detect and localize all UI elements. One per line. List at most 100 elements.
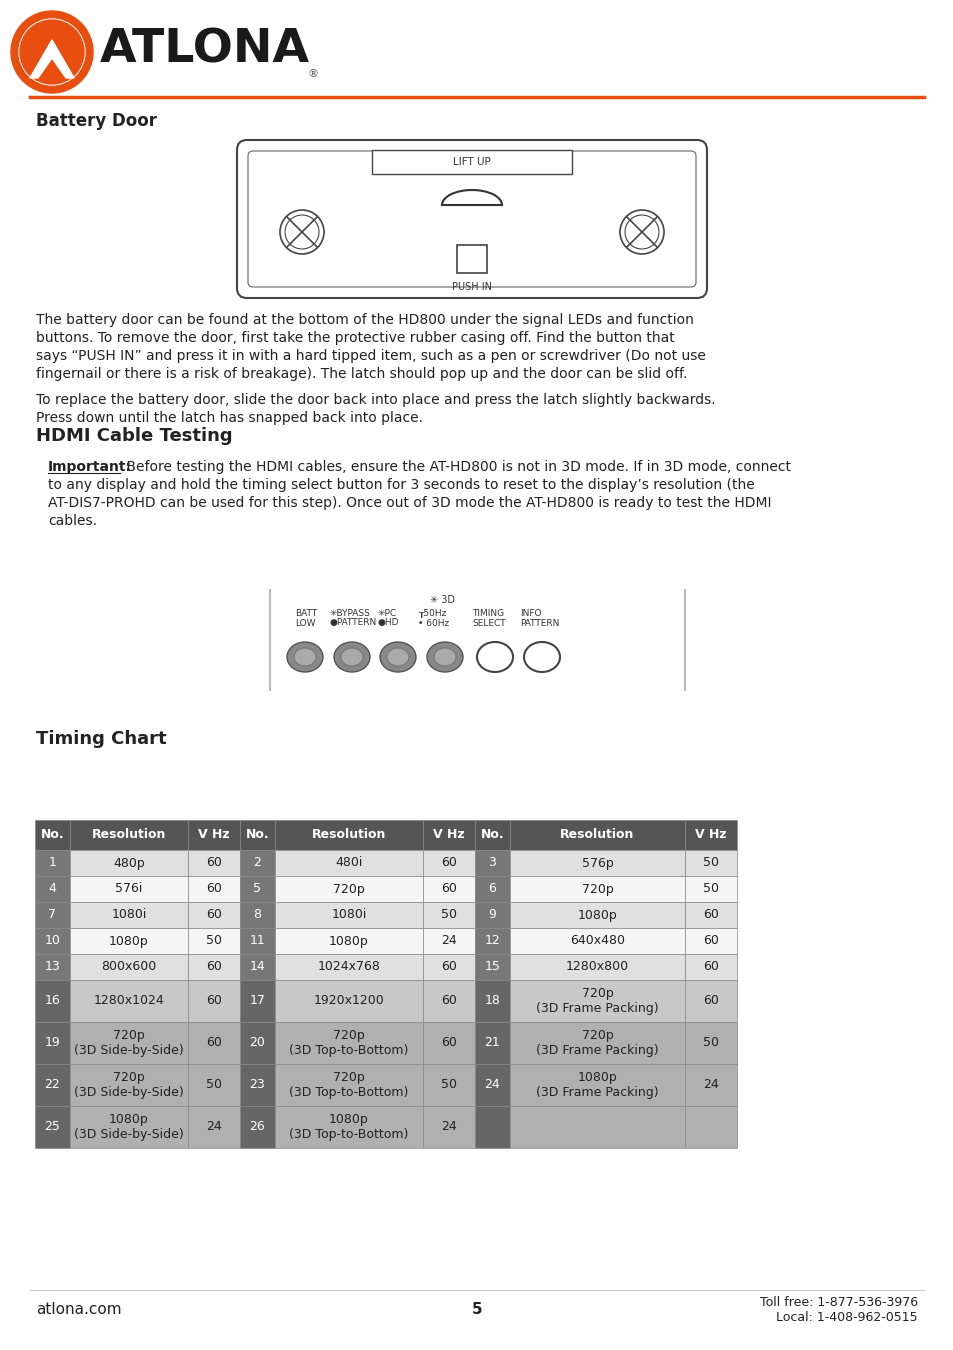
Text: 1024x768: 1024x768 [317, 960, 380, 973]
Bar [475, 819, 510, 850]
Bar [70, 927, 188, 954]
Bar [422, 927, 475, 954]
Circle shape [624, 215, 659, 248]
Text: 24: 24 [206, 1120, 222, 1134]
Text: 1080p: 1080p [109, 934, 149, 948]
Ellipse shape [287, 643, 323, 672]
Text: 720p
(3D Top-to-Bottom): 720p (3D Top-to-Bottom) [289, 1071, 408, 1099]
Text: No.: No. [246, 829, 269, 841]
Bar [188, 819, 240, 850]
Bar [475, 980, 510, 1022]
Text: 800x600: 800x600 [101, 960, 156, 973]
Text: atlona.com: atlona.com [36, 1303, 121, 1318]
Bar [188, 927, 240, 954]
Bar [372, 150, 572, 174]
Text: V Hz: V Hz [433, 829, 464, 841]
Text: ✳BYPASS: ✳BYPASS [330, 609, 371, 617]
Text: 18: 18 [484, 995, 500, 1007]
Text: Toll free: 1-877-536-3976
Local: 1-408-962-0515: Toll free: 1-877-536-3976 Local: 1-408-9… [760, 1296, 917, 1324]
Text: 14: 14 [250, 960, 265, 973]
Ellipse shape [523, 643, 559, 672]
Bar [70, 902, 188, 927]
Ellipse shape [434, 648, 456, 666]
Bar [422, 980, 475, 1022]
Text: Battery Door: Battery Door [36, 112, 157, 130]
Text: 60: 60 [206, 960, 222, 973]
Text: 50: 50 [702, 856, 719, 869]
Text: ●HD: ●HD [377, 618, 399, 628]
Text: 60: 60 [206, 1037, 222, 1049]
Ellipse shape [20, 20, 84, 84]
Ellipse shape [334, 643, 370, 672]
Bar [35, 954, 70, 980]
Bar [684, 1106, 737, 1148]
Text: • 60Hz: • 60Hz [417, 618, 449, 628]
Text: 1080p
(3D Side-by-Side): 1080p (3D Side-by-Side) [74, 1112, 184, 1141]
Bar [475, 876, 510, 902]
Bar [274, 927, 422, 954]
Bar [422, 1106, 475, 1148]
Circle shape [280, 211, 324, 254]
Bar [35, 927, 70, 954]
Bar [70, 1064, 188, 1106]
Bar [684, 1064, 737, 1106]
Text: ATLONA: ATLONA [100, 27, 310, 73]
Text: 4: 4 [49, 883, 56, 895]
Text: 640x480: 640x480 [569, 934, 624, 948]
Bar [422, 1064, 475, 1106]
Text: 24: 24 [702, 1079, 719, 1092]
Bar [35, 819, 70, 850]
Bar [510, 980, 684, 1022]
Text: 10: 10 [45, 934, 60, 948]
Bar [510, 1022, 684, 1064]
Text: 60: 60 [440, 883, 456, 895]
Bar [274, 954, 422, 980]
Text: No.: No. [41, 829, 64, 841]
Text: 60: 60 [440, 960, 456, 973]
Text: 60: 60 [206, 856, 222, 869]
Text: 1280x800: 1280x800 [565, 960, 628, 973]
Text: 720p: 720p [333, 883, 364, 895]
Text: 720p: 720p [581, 883, 613, 895]
Text: Timing Chart: Timing Chart [36, 730, 167, 748]
Bar [188, 980, 240, 1022]
Bar [510, 902, 684, 927]
Text: 3: 3 [488, 856, 496, 869]
Text: Resolution: Resolution [312, 829, 386, 841]
Bar [70, 954, 188, 980]
Bar [510, 850, 684, 876]
Bar [684, 819, 737, 850]
Text: 50: 50 [702, 883, 719, 895]
Text: 720p
(3D Frame Packing): 720p (3D Frame Packing) [536, 987, 659, 1015]
Bar [240, 902, 274, 927]
Bar [475, 850, 510, 876]
Ellipse shape [427, 643, 462, 672]
Bar [70, 876, 188, 902]
Text: 19: 19 [45, 1037, 60, 1049]
Text: LOW: LOW [294, 618, 315, 628]
Bar [35, 1064, 70, 1106]
Text: 60: 60 [702, 934, 719, 948]
Text: 60: 60 [206, 995, 222, 1007]
Text: 9: 9 [488, 909, 496, 922]
Text: HDMI Cable Testing: HDMI Cable Testing [36, 427, 233, 446]
Bar [422, 819, 475, 850]
Bar [35, 876, 70, 902]
Text: 5: 5 [471, 1303, 482, 1318]
Text: Important:: Important: [48, 460, 132, 474]
Text: 24: 24 [484, 1079, 500, 1092]
Text: 23: 23 [250, 1079, 265, 1092]
Bar [422, 954, 475, 980]
Bar [684, 850, 737, 876]
Text: 8: 8 [253, 909, 261, 922]
Bar [684, 927, 737, 954]
Bar [70, 1022, 188, 1064]
Ellipse shape [340, 648, 363, 666]
Bar [240, 1064, 274, 1106]
Bar [70, 1106, 188, 1148]
Text: 60: 60 [440, 1037, 456, 1049]
Text: 6: 6 [488, 883, 496, 895]
Text: 24: 24 [440, 934, 456, 948]
Text: 50: 50 [702, 1037, 719, 1049]
Text: 480i: 480i [335, 856, 362, 869]
